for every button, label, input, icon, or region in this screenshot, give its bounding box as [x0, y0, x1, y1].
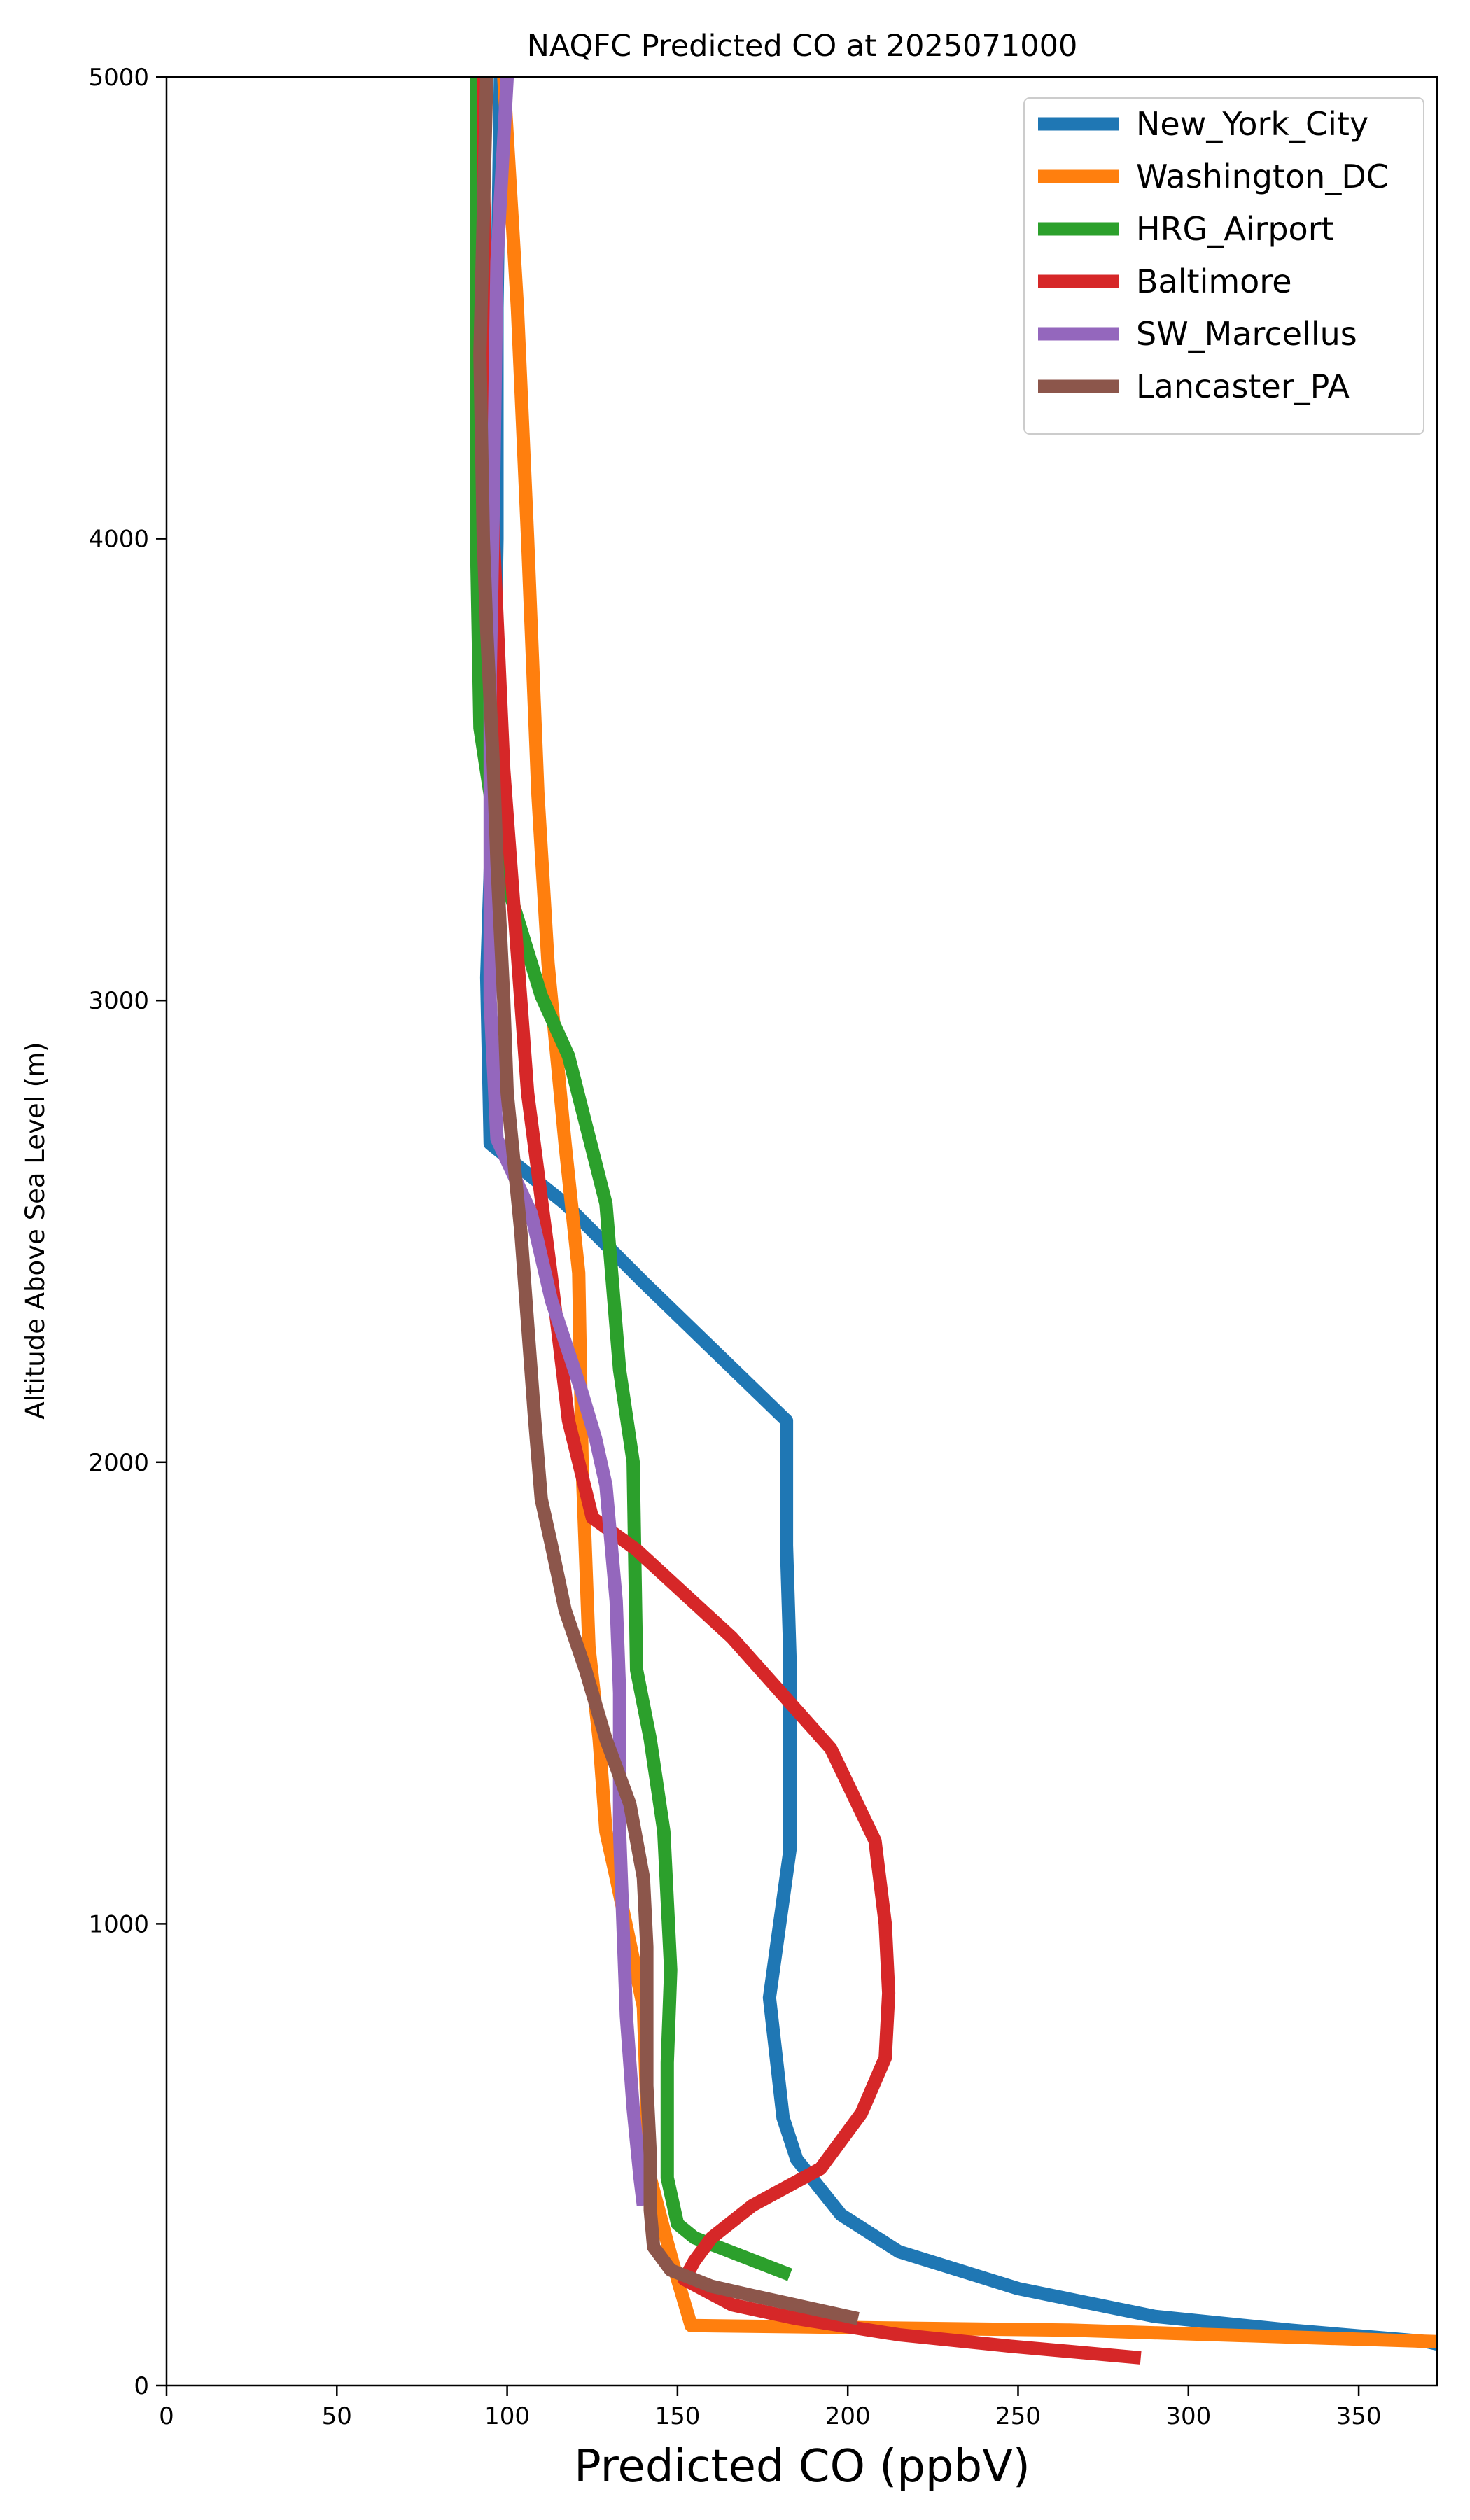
- x-tick-label: 350: [1336, 2402, 1382, 2430]
- x-tick-label: 100: [484, 2402, 530, 2430]
- plot-area: [470, 77, 1437, 2365]
- legend: New_York_City Washington_DC HRG_Airport Bal…: [1023, 97, 1424, 435]
- legend-label: Baltimore: [1136, 262, 1292, 300]
- series-line-lancaster-pa: [473, 77, 860, 2325]
- legend-label: HRG_Airport: [1136, 210, 1334, 248]
- x-tick-label: 250: [995, 2402, 1041, 2430]
- series-line-hrg-airport: [470, 77, 792, 2281]
- x-tick-label: 50: [322, 2402, 352, 2430]
- x-tick-label: 300: [1166, 2402, 1211, 2430]
- y-tick-label: 0: [134, 2372, 149, 2400]
- x-axis-label: Predicted CO (ppbV): [574, 2441, 1030, 2493]
- y-tick-label: 1000: [88, 1910, 149, 1938]
- legend-label: New_York_City: [1136, 105, 1368, 143]
- x-tick-label: 150: [654, 2402, 700, 2430]
- chart-title: NAQFC Predicted CO at 2025071000: [527, 29, 1078, 64]
- y-tick-label: 2000: [88, 1449, 149, 1477]
- x-tick-label: 0: [159, 2402, 174, 2430]
- y-tick-label: 3000: [88, 987, 149, 1015]
- legend-box: [1023, 97, 1424, 435]
- axes: 0 50 100 150 200 250 300 350 0 1000 2000 3000 4000 50…: [88, 64, 1438, 2430]
- legend-label: SW_Marcellus: [1136, 315, 1357, 353]
- legend-label: Washington_DC: [1136, 158, 1389, 195]
- y-tick-label: 4000: [88, 526, 149, 554]
- x-tick-label: 200: [825, 2402, 871, 2430]
- legend-label: Lancaster_PA: [1136, 368, 1350, 405]
- y-axis-label: Altitude Above Sea Level (m): [20, 1042, 50, 1419]
- y-tick-label: 5000: [88, 64, 149, 92]
- axes-frame: [165, 76, 1438, 2387]
